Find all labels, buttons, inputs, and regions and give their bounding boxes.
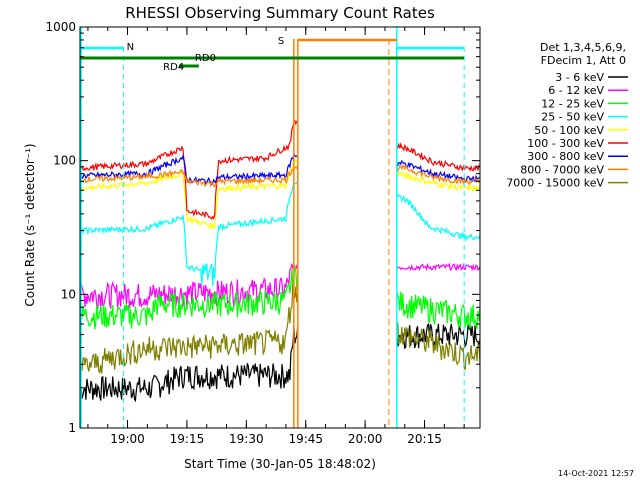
y-tick-label-4: 1000	[45, 20, 76, 34]
x-axis-label: Start Time (30-Jan-05 18:48:02)	[184, 457, 376, 471]
series-line-3-seg-1	[79, 264, 299, 330]
legend-label-1: 3 - 6 keV	[555, 71, 604, 84]
plot-border	[79, 26, 481, 429]
series-line-4-seg-1	[79, 179, 299, 287]
plot-frame	[79, 26, 481, 429]
annotation-label-4: RD4	[163, 62, 184, 73]
axis-ticks: 19:00 19:15 19:30 19:45 20:00 20:15 1 10 100 1000	[45, 20, 480, 446]
legend-label-6: 100 - 300 keV	[527, 137, 604, 150]
series-line-2-seg-2	[396, 262, 481, 272]
series-line-2-seg-1	[79, 263, 299, 309]
series-line-8-seg-2	[396, 164, 481, 186]
series-line-8-seg-1	[80, 164, 299, 189]
annotation-label-1: N	[127, 42, 134, 53]
series-line-5-seg-1	[79, 157, 299, 231]
plot-background	[80, 27, 480, 428]
series-line-1-seg-1	[79, 325, 299, 403]
legend-label-8: 800 - 7000 keV	[520, 163, 604, 176]
series-line-5-seg-2	[396, 170, 481, 192]
legend-label-9: 7000 - 15000 keV	[506, 177, 604, 190]
annotation-label-2: S	[278, 36, 284, 47]
x-tick-label-3: 19:30	[229, 432, 264, 446]
y-tick-label-1: 1	[68, 421, 76, 435]
chart-title: RHESSI Observing Summary Count Rates	[125, 4, 435, 22]
x-tick-label-6: 20:15	[407, 432, 442, 446]
y-tick-label-3: 100	[53, 154, 76, 168]
y-tick-label-2: 10	[61, 287, 76, 301]
series-line-4-seg-2	[396, 194, 481, 242]
x-tick-label-4: 19:45	[288, 432, 323, 446]
series-line-6-seg-1	[79, 120, 299, 221]
legend-header-2: FDecim 1, Att 0	[541, 54, 626, 67]
legend-label-3: 12 - 25 keV	[541, 97, 604, 110]
legend-label-2: 6 - 12 keV	[548, 84, 604, 97]
y-axis-label: Count Rate (s⁻¹ detector⁻¹)	[23, 143, 37, 306]
x-tick-label-1: 19:00	[110, 432, 145, 446]
plot-area	[80, 27, 480, 428]
series-line-3-seg-2	[396, 291, 481, 330]
legend-label-5: 50 - 100 keV	[534, 124, 604, 137]
x-tick-label-5: 20:00	[348, 432, 383, 446]
series-line-6-seg-2	[396, 141, 481, 172]
series-layer	[79, 120, 481, 403]
series-line-1-seg-2	[396, 322, 481, 350]
annotation-layer: N S RD0 RD4	[80, 27, 465, 428]
generation-timestamp: 14-Oct-2021 12:57	[558, 469, 634, 478]
series-line-9-seg-1	[79, 284, 299, 383]
annotation-label-3: RD0	[195, 53, 216, 64]
x-tick-label-2: 19:15	[170, 432, 205, 446]
series-line-9-seg-2	[396, 322, 481, 371]
legend-label-4: 25 - 50 keV	[541, 111, 604, 124]
legend-header-1: Det 1,3,4,5,6,9,	[540, 41, 626, 54]
legend-label-7: 300 - 800 keV	[527, 150, 604, 163]
legend: Det 1,3,4,5,6,9,FDecim 1, Att 0 3 - 6 keV…	[506, 41, 628, 190]
